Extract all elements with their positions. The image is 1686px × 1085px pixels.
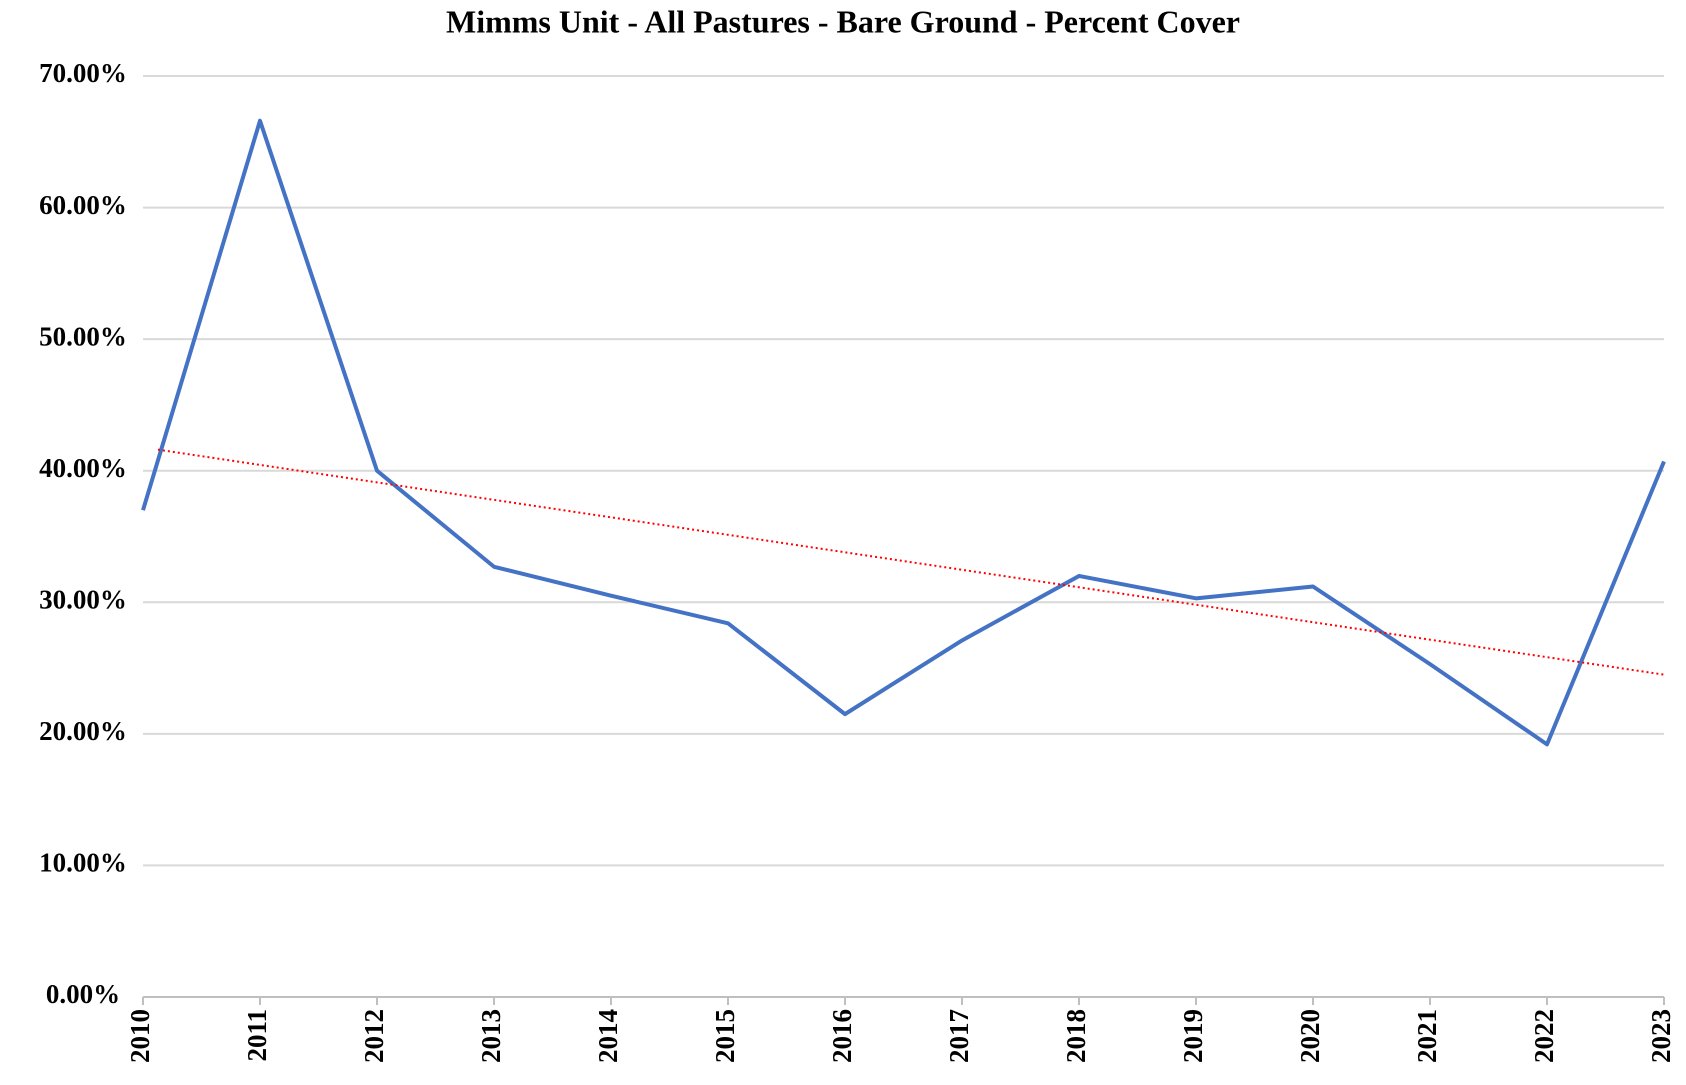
x-tick-label: 2023 bbox=[1646, 1009, 1676, 1063]
x-tick-label: 2010 bbox=[125, 1009, 155, 1063]
y-tick-label: 20.00% bbox=[39, 716, 127, 746]
x-tick-label: 2011 bbox=[242, 1009, 272, 1062]
x-tick-label: 2016 bbox=[827, 1009, 857, 1063]
data-line bbox=[141, 118, 1666, 747]
y-tick-label: 50.00% bbox=[39, 321, 127, 351]
x-tick-label: 2020 bbox=[1295, 1009, 1325, 1063]
x-tick-label: 2021 bbox=[1412, 1009, 1442, 1063]
y-tick-label: 0.00% bbox=[46, 979, 120, 1009]
x-tick-label: 2022 bbox=[1529, 1009, 1559, 1063]
x-tick-label: 2017 bbox=[944, 1009, 974, 1063]
y-tick-label: 10.00% bbox=[39, 848, 127, 878]
x-tick-label: 2014 bbox=[593, 1009, 623, 1063]
trend-line bbox=[157, 448, 1665, 676]
y-tick-label: 30.00% bbox=[39, 584, 127, 614]
chart-title: Mimms Unit - All Pastures - Bare Ground … bbox=[446, 3, 1240, 39]
x-tick-label: 2012 bbox=[359, 1009, 389, 1063]
x-tick-label: 2013 bbox=[476, 1009, 506, 1063]
y-tick-label: 70.00% bbox=[39, 58, 127, 88]
y-tick-label: 40.00% bbox=[39, 453, 127, 483]
y-tick-label: 60.00% bbox=[39, 190, 127, 220]
x-tick-label: 2015 bbox=[710, 1009, 740, 1063]
x-tick-label: 2019 bbox=[1178, 1009, 1208, 1063]
x-tick-label: 2018 bbox=[1061, 1009, 1091, 1063]
